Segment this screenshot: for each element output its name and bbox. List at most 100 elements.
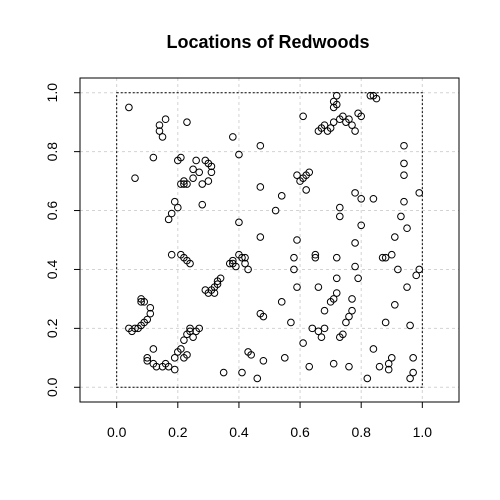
y-tick-label: 0.8	[44, 142, 60, 162]
data-point	[339, 112, 347, 121]
data-point	[381, 318, 390, 327]
data-point	[183, 118, 191, 126]
data-point	[161, 115, 170, 124]
data-point	[149, 345, 158, 353]
y-tick-label: 1.0	[44, 83, 60, 103]
data-point	[381, 253, 390, 262]
data-point	[131, 324, 139, 333]
data-point	[164, 215, 173, 224]
data-point	[170, 365, 179, 374]
grid-lines	[80, 78, 459, 402]
data-point	[329, 118, 338, 126]
plot-frame	[79, 77, 460, 403]
data-point	[155, 127, 164, 135]
data-point	[391, 301, 399, 309]
data-point	[155, 121, 164, 129]
data-point	[192, 156, 200, 165]
data-point	[403, 224, 411, 233]
data-point	[299, 339, 307, 347]
data-point	[314, 327, 323, 336]
data-point	[174, 203, 182, 212]
data-point	[189, 174, 197, 182]
data-point	[397, 212, 405, 221]
data-point	[287, 318, 295, 327]
data-point	[345, 115, 353, 124]
data-point	[384, 359, 393, 368]
data-point	[400, 141, 408, 150]
data-point	[409, 368, 417, 377]
data-point	[170, 197, 179, 206]
data-point	[183, 351, 191, 359]
x-tick-label: 0.0	[107, 424, 127, 440]
data-point	[253, 374, 262, 383]
data-point	[195, 168, 204, 177]
data-point	[378, 253, 387, 262]
data-point	[204, 177, 213, 185]
x-tick-label: 0.6	[290, 424, 310, 440]
data-point	[280, 354, 289, 362]
data-point	[366, 91, 375, 100]
data-point	[216, 274, 225, 283]
data-point	[348, 306, 356, 315]
data-point	[311, 253, 320, 262]
data-point	[177, 153, 185, 162]
data-point	[387, 354, 396, 362]
data-point	[229, 133, 237, 141]
x-tick-label: 0.4	[229, 424, 249, 440]
data-point	[394, 265, 402, 274]
data-point	[403, 283, 411, 291]
data-point	[195, 324, 204, 333]
data-point	[369, 345, 378, 353]
data-point	[189, 333, 197, 342]
data-point	[137, 298, 145, 306]
data-point	[198, 200, 207, 209]
data-point	[140, 298, 148, 306]
y-axis: 0.0 0.2 0.4 0.6 0.8 1.0	[44, 83, 80, 397]
data-point	[235, 150, 243, 159]
data-point	[375, 362, 384, 371]
y-tick-label: 0.4	[44, 260, 60, 280]
data-point	[400, 159, 408, 168]
chart-title: Locations of Redwoods	[166, 32, 369, 52]
data-point	[229, 256, 237, 265]
data-point	[219, 368, 228, 377]
data-point	[198, 180, 207, 188]
data-point	[342, 318, 350, 327]
data-point	[143, 315, 152, 324]
x-axis: 0.0 0.2 0.4 0.6 0.8 1.0	[107, 402, 432, 440]
data-point	[305, 168, 314, 177]
data-point	[247, 351, 255, 359]
data-point	[357, 221, 365, 230]
data-point	[357, 194, 365, 203]
data-point	[277, 298, 286, 306]
data-point	[363, 374, 372, 383]
data-point	[345, 312, 353, 321]
data-point	[320, 121, 329, 129]
data-point	[409, 354, 417, 362]
data-point	[406, 374, 414, 383]
data-point	[369, 194, 378, 203]
data-point	[180, 180, 188, 188]
data-point	[210, 289, 219, 297]
data-point	[400, 197, 408, 206]
x-tick-label: 1.0	[413, 424, 433, 440]
data-point	[235, 218, 243, 227]
data-point	[164, 362, 173, 371]
data-point	[332, 253, 341, 262]
y-tick-label: 0.0	[44, 377, 60, 397]
data-point	[186, 259, 194, 268]
data-point	[302, 186, 310, 194]
data-point	[308, 324, 317, 333]
data-point	[406, 321, 414, 330]
data-point	[320, 324, 329, 333]
data-point	[158, 133, 167, 141]
data-point	[415, 189, 424, 197]
data-point	[183, 180, 191, 188]
data-point	[293, 171, 301, 179]
data-point	[232, 262, 240, 271]
data-point	[384, 365, 393, 374]
data-point	[143, 356, 152, 365]
data-point	[335, 203, 344, 212]
data-point	[329, 295, 338, 303]
